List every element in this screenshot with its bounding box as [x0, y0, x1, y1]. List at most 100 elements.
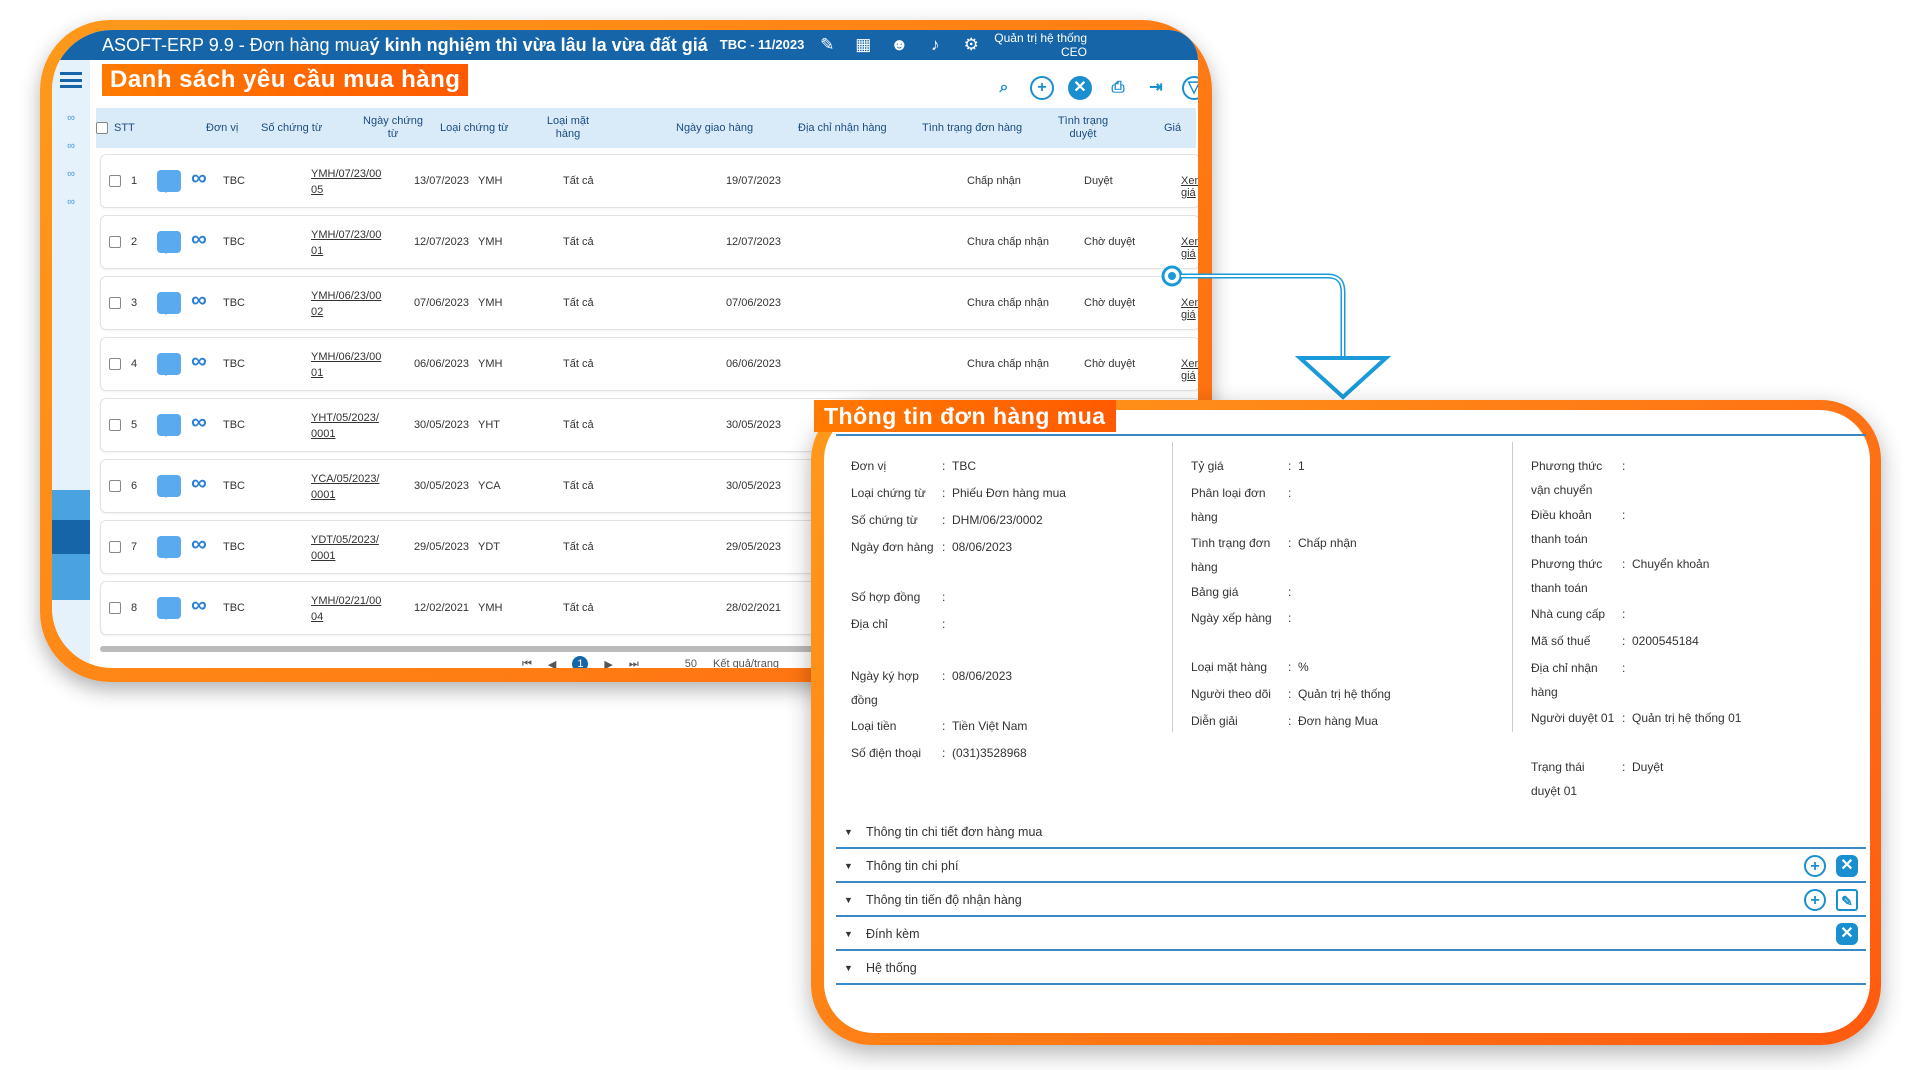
search-icon[interactable]: ⌕ — [999, 79, 1009, 96]
col-price[interactable]: Giá — [1164, 122, 1182, 134]
row-doc-no[interactable]: YMH/07/23/0001 — [311, 229, 382, 257]
field-colon: : — [1288, 459, 1292, 473]
chat-icon[interactable] — [157, 414, 181, 437]
row-doc-no[interactable]: YMH/07/23/0005 — [311, 168, 382, 196]
delete-icon[interactable]: ✕ — [1836, 855, 1858, 877]
user-menu[interactable]: Quản trị hệ thống CEO — [994, 31, 1087, 59]
page-number[interactable]: 1 — [572, 656, 589, 668]
first-page-icon[interactable]: ⏮ — [522, 657, 532, 669]
caret-down-icon[interactable]: ▼ — [844, 963, 853, 973]
row-doc-no[interactable]: YDT/05/2023/0001 — [311, 534, 379, 562]
section-header[interactable]: ▼ Hệ thống — [836, 951, 1866, 985]
gear-icon[interactable]: ⚙ — [963, 35, 979, 54]
field-value: Duyệt — [1632, 760, 1664, 774]
row-checkbox[interactable] — [109, 236, 121, 248]
col-doc-type[interactable]: Loại chứng từ — [440, 122, 509, 134]
view-price-link[interactable]: Xem giá — [1181, 175, 1198, 199]
view-price-link[interactable]: Xem giá — [1181, 236, 1198, 260]
table-row[interactable]: 2 ∞ TBC YMH/07/23/0001 12/07/2023 YMH Tất cả 12… — [100, 215, 1198, 269]
row-checkbox[interactable] — [109, 480, 121, 492]
caret-down-icon[interactable]: ▼ — [844, 895, 853, 905]
row-stt: 4 — [131, 358, 138, 370]
calendar-icon[interactable]: ▦ — [855, 35, 872, 54]
chat-icon[interactable] — [157, 536, 181, 559]
caret-down-icon[interactable]: ▼ — [844, 861, 853, 871]
caret-down-icon[interactable]: ▼ — [844, 827, 853, 837]
table-row[interactable]: 1 ∞ TBC YMH/07/23/0005 13/07/2023 YMH Tất cả 19… — [100, 154, 1198, 208]
table-row[interactable]: 4 ∞ TBC YMH/06/23/0001 06/06/2023 YMH Tất cả 06… — [100, 337, 1198, 391]
caret-down-icon[interactable]: ▼ — [844, 929, 853, 939]
stamp-icon[interactable]: ✎ — [820, 35, 835, 54]
row-checkbox[interactable] — [109, 175, 121, 187]
link-icon[interactable]: ∞ — [67, 168, 75, 180]
link-icon[interactable]: ∞ — [191, 470, 207, 495]
link-icon[interactable]: ∞ — [191, 409, 207, 434]
col-doc-date[interactable]: Ngày chứng từ — [363, 115, 423, 140]
chat-icon[interactable] — [157, 597, 181, 620]
col-stt[interactable]: STT — [114, 122, 135, 134]
row-doc-no[interactable]: YHT/05/2023/0001 — [311, 412, 379, 440]
view-price-link[interactable]: Xem giá — [1181, 297, 1198, 321]
col-item-type[interactable]: Loại mặt hàng — [546, 115, 590, 140]
chat-icon[interactable] — [157, 292, 181, 315]
link-icon[interactable]: ∞ — [67, 140, 75, 152]
section-header[interactable]: ▼ Đính kèm ✕ — [836, 917, 1866, 951]
add-icon[interactable]: + — [1804, 889, 1826, 911]
next-page-icon[interactable]: ▶ — [604, 658, 613, 669]
chat-icon[interactable] — [157, 475, 181, 498]
prev-page-icon[interactable]: ◀ — [547, 658, 557, 669]
col-address[interactable]: Địa chỉ nhận hàng — [798, 122, 887, 134]
bell-icon[interactable]: ♪ — [931, 35, 940, 54]
col-order-status[interactable]: Tình trạng đơn hàng — [922, 122, 1023, 134]
section-header[interactable]: ▼ Thông tin chi phí + ✕ — [836, 849, 1866, 883]
page-size[interactable]: 50 — [684, 658, 697, 668]
row-checkbox[interactable] — [109, 602, 121, 614]
sidebar-item-active[interactable] — [52, 520, 90, 554]
org-period[interactable]: TBC - 11/2023 — [719, 37, 805, 52]
filter-icon[interactable]: ▽ — [1182, 76, 1198, 100]
chat-icon[interactable] — [157, 231, 181, 254]
field-value: (031)3528968 — [952, 746, 1027, 760]
col-delivery-date[interactable]: Ngày giao hàng — [676, 122, 754, 134]
menu-icon[interactable] — [60, 72, 82, 88]
link-icon[interactable]: ∞ — [191, 226, 207, 251]
row-checkbox[interactable] — [109, 297, 121, 309]
link-icon[interactable]: ∞ — [191, 165, 207, 190]
contacts-icon[interactable]: ☻ — [890, 35, 909, 54]
field-label: Số chứng từ — [851, 513, 918, 527]
link-icon[interactable]: ∞ — [67, 196, 75, 208]
edit-icon[interactable]: ✎ — [1836, 889, 1858, 911]
row-doc-no[interactable]: YMH/02/21/0004 — [311, 595, 382, 623]
add-icon[interactable]: + — [1804, 855, 1826, 877]
print-icon[interactable]: ⎙ — [1111, 79, 1125, 96]
link-icon[interactable]: ∞ — [191, 287, 207, 312]
link-icon[interactable]: ∞ — [191, 348, 207, 373]
section-header[interactable]: ▼ Thông tin chi tiết đơn hàng mua — [836, 815, 1866, 849]
col-doc-no[interactable]: Số chứng từ — [261, 122, 323, 134]
col-unit[interactable]: Đơn vị — [206, 122, 239, 134]
row-checkbox[interactable] — [109, 419, 121, 431]
section-header[interactable]: ▼ Thông tin tiến độ nhận hàng + ✎ — [836, 883, 1866, 917]
add-icon[interactable]: + — [1030, 76, 1054, 100]
chat-icon[interactable] — [157, 353, 181, 376]
row-order-status: Chưa chấp nhận — [967, 358, 1049, 370]
table-row[interactable]: 3 ∞ TBC YMH/06/23/0002 07/06/2023 YMH Tất cả 07… — [100, 276, 1198, 330]
field-colon: : — [1622, 508, 1626, 522]
row-checkbox[interactable] — [109, 358, 121, 370]
delete-icon[interactable]: ✕ — [1836, 923, 1858, 945]
export-icon[interactable]: ⇥ — [1149, 79, 1163, 96]
chat-icon[interactable] — [157, 170, 181, 193]
last-page-icon[interactable]: ⏭ — [628, 657, 639, 669]
select-all-checkbox[interactable] — [96, 122, 108, 134]
delete-icon[interactable]: ✕ — [1068, 76, 1092, 100]
row-doc-no[interactable]: YMH/06/23/0001 — [311, 351, 382, 379]
view-price-link[interactable]: Xem giá — [1181, 358, 1198, 382]
row-checkbox[interactable] — [109, 541, 121, 553]
col-approval-status[interactable]: Tình trạng duyệt — [1057, 115, 1109, 140]
link-icon[interactable]: ∞ — [191, 531, 207, 556]
link-icon[interactable]: ∞ — [67, 112, 75, 124]
horizontal-scrollbar[interactable] — [100, 646, 1198, 652]
link-icon[interactable]: ∞ — [191, 592, 207, 617]
row-doc-no[interactable]: YMH/06/23/0002 — [311, 290, 382, 318]
row-doc-no[interactable]: YCA/05/2023/0001 — [311, 473, 380, 501]
